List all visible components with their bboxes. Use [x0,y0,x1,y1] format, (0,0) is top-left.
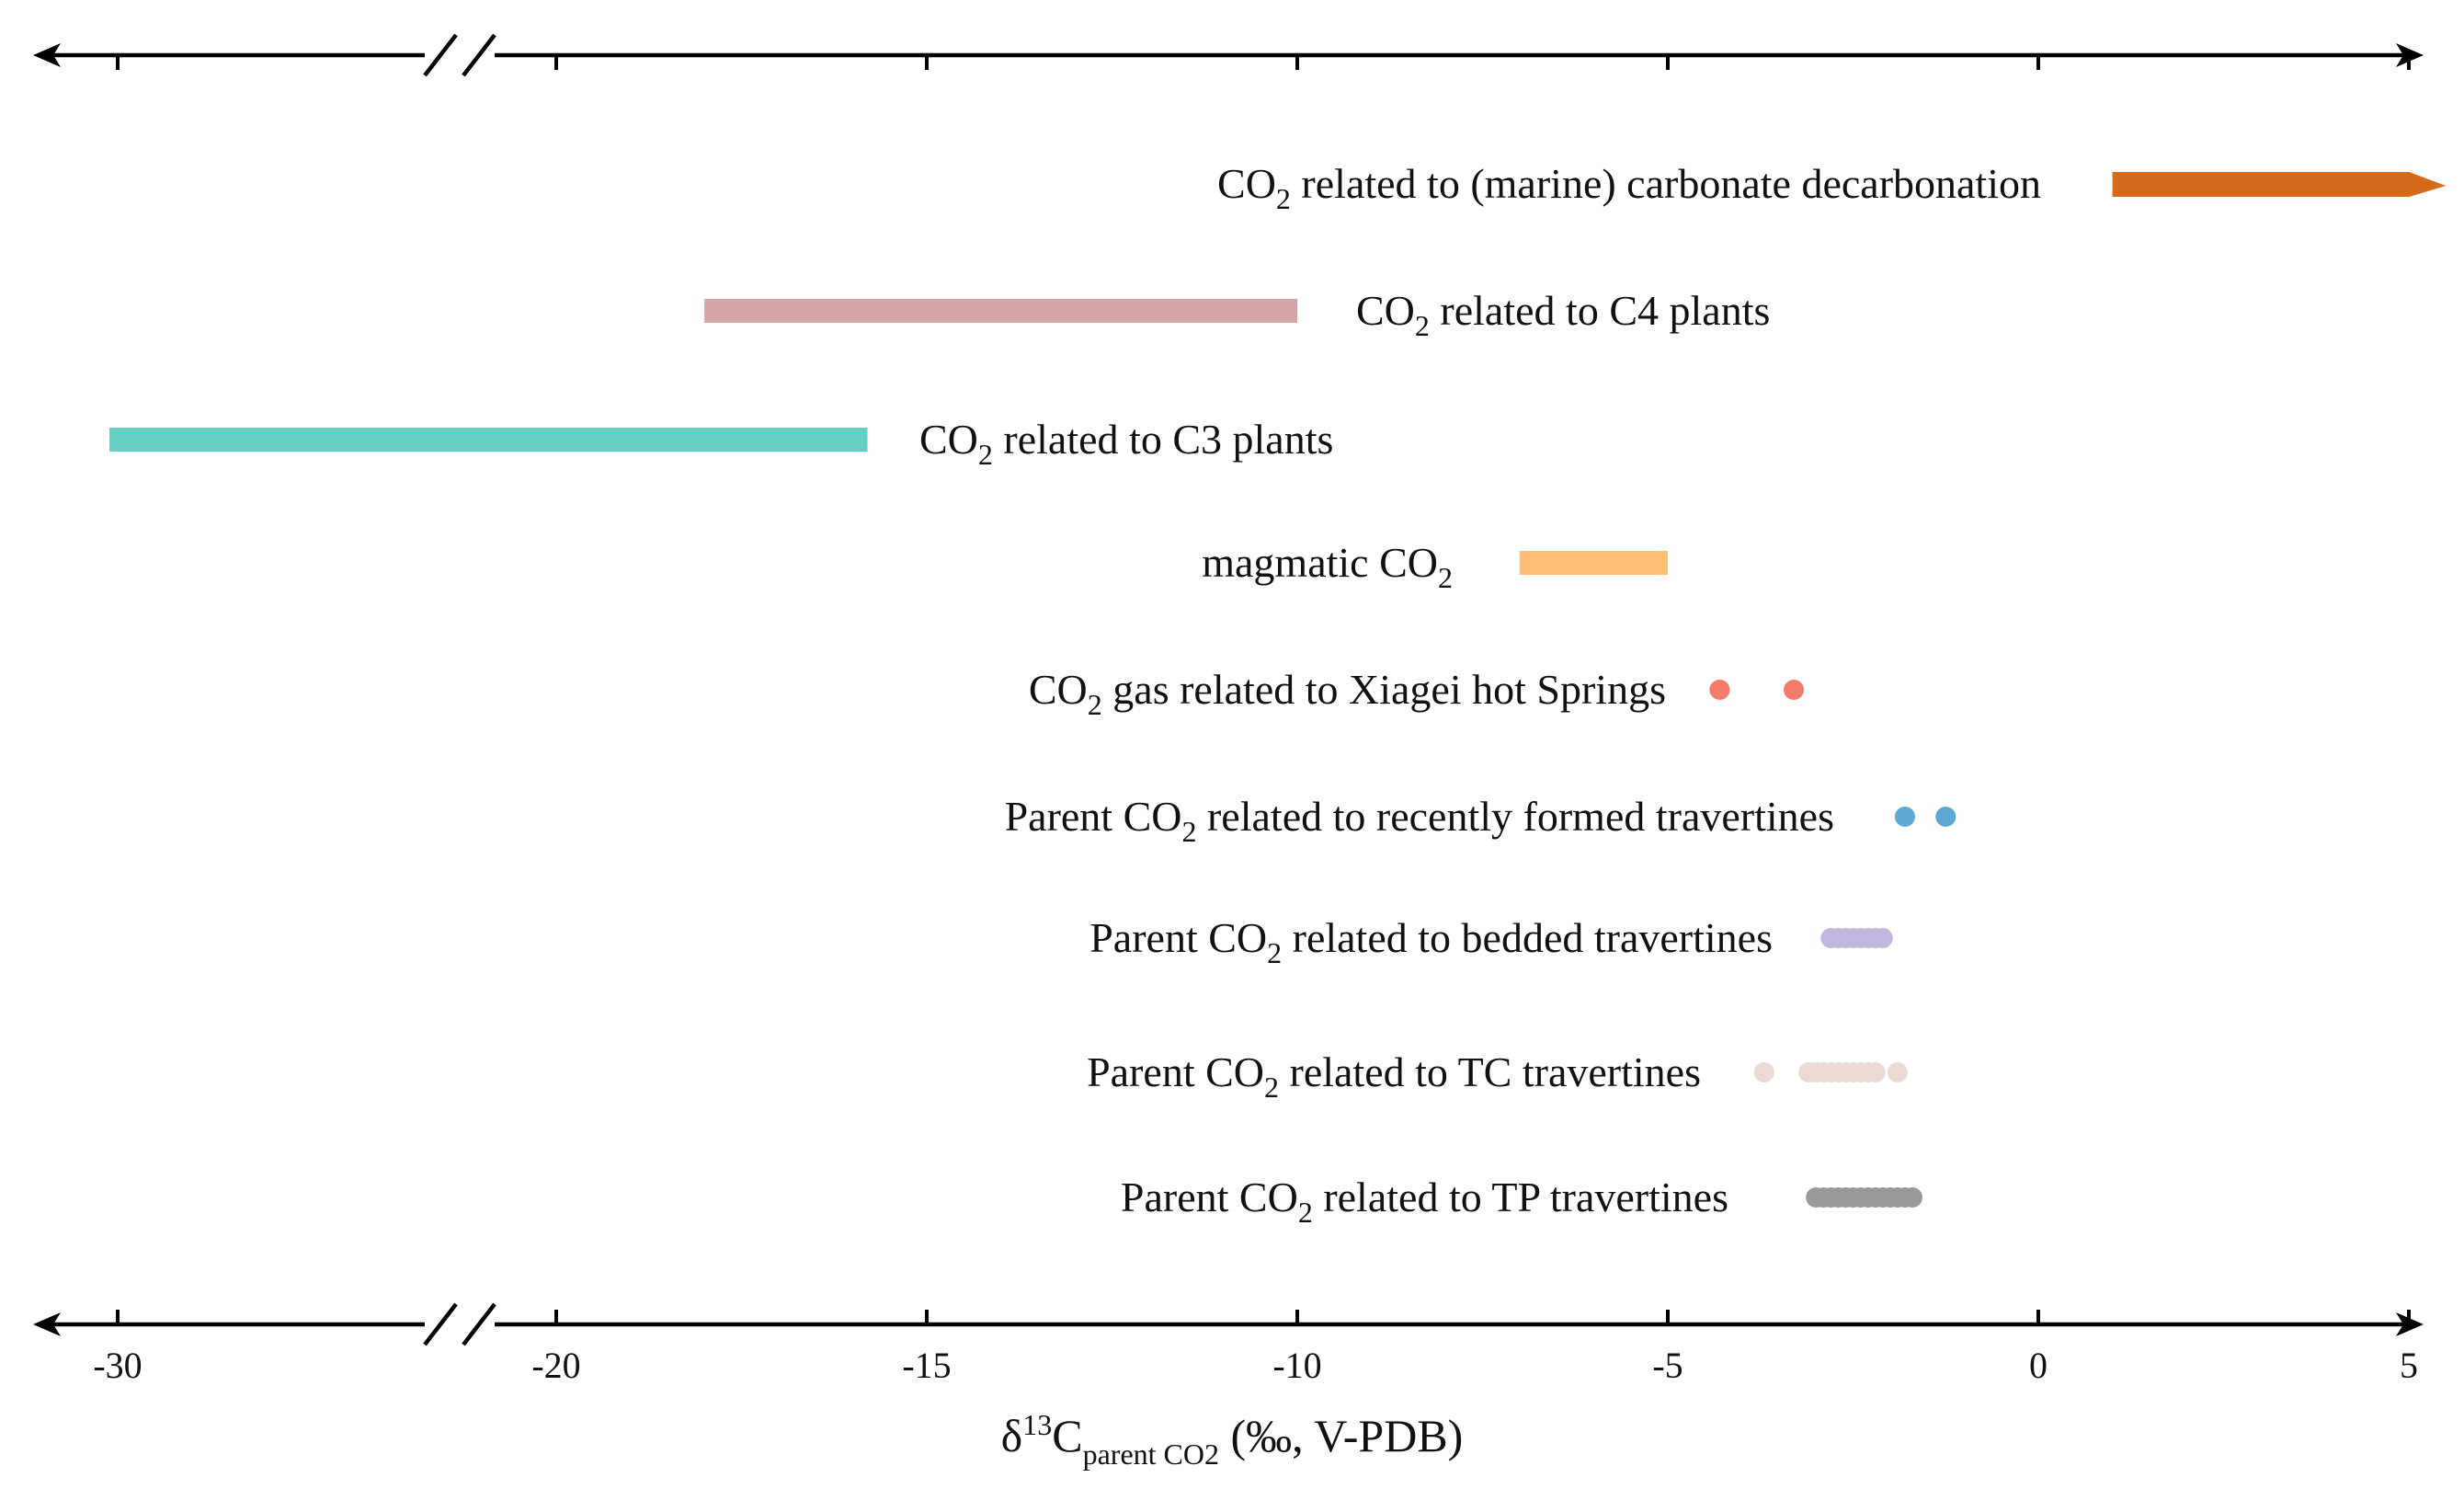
series-label-magmatic: magmatic CO2 [1202,539,1453,594]
data-point-recent [1935,807,1956,827]
axis-break-mark [462,33,496,77]
x-axis-title: δ13Cparent CO2 (‰, V-PDB) [1001,1408,1464,1471]
range-bar-c3 [109,428,868,452]
range-arrow-marine [2112,172,2447,197]
bottom-axis: -30 -20 -15 -10 -5 0 5 [33,1302,2424,1386]
series-magmatic: magmatic CO2 [1202,539,1668,594]
axis-arrow-left [33,1312,61,1336]
range-bar-magmatic [1519,551,1668,575]
axis-break-mark [423,33,458,77]
series-label-marine: CO2 related to (marine) carbonate decarb… [1217,160,2041,215]
axis-break-mark [423,1302,458,1346]
data-point-tc [1887,1062,1908,1082]
series-label-bedded: Parent CO2 related to bedded travertines [1089,914,1773,969]
tick-label: -20 [531,1345,580,1386]
range-bar-c4 [704,299,1297,323]
series-tc: Parent CO2 related to TC travertines [1087,1048,1908,1104]
series-c3: CO2 related to C3 plants [109,416,1333,471]
axis-break-mark [462,1302,496,1346]
series-c4: CO2 related to C4 plants [704,287,1770,342]
series-tp: Parent CO2 related to TP travertines [1121,1174,1922,1229]
series-recent: Parent CO2 related to recently formed tr… [1005,793,1956,848]
data-point-bedded [1872,928,1893,948]
data-point-recent [1894,807,1915,827]
series-marine: CO2 related to (marine) carbonate decarb… [1217,160,2447,215]
series-label-c4: CO2 related to C4 plants [1356,287,1770,342]
tick-label: 0 [2029,1345,2048,1386]
tick-label: -5 [1652,1345,1683,1386]
axis-arrow-left [33,43,61,67]
top-axis [33,33,2424,77]
series-label-c3: CO2 related to C3 plants [919,416,1333,471]
data-point-tp [1901,1187,1922,1208]
data-point-xiagei [1709,680,1730,700]
series-label-xiagei: CO2 gas related to Xiagei hot Springs [1029,666,1666,721]
series-label-recent: Parent CO2 related to recently formed tr… [1005,793,1834,848]
tick-label: -30 [93,1345,142,1386]
series-xiagei: CO2 gas related to Xiagei hot Springs [1029,666,1805,721]
tick-label: 5 [2400,1345,2418,1386]
series-label-tp: Parent CO2 related to TP travertines [1121,1174,1728,1229]
series-label-tc: Parent CO2 related to TC travertines [1087,1048,1701,1104]
data-point-xiagei [1784,680,1805,700]
data-point-tc [1753,1062,1774,1082]
series-bedded: Parent CO2 related to bedded travertines [1089,914,1893,969]
tick-label: -10 [1272,1345,1321,1386]
tick-label: -15 [902,1345,951,1386]
data-point-tc [1865,1062,1886,1082]
